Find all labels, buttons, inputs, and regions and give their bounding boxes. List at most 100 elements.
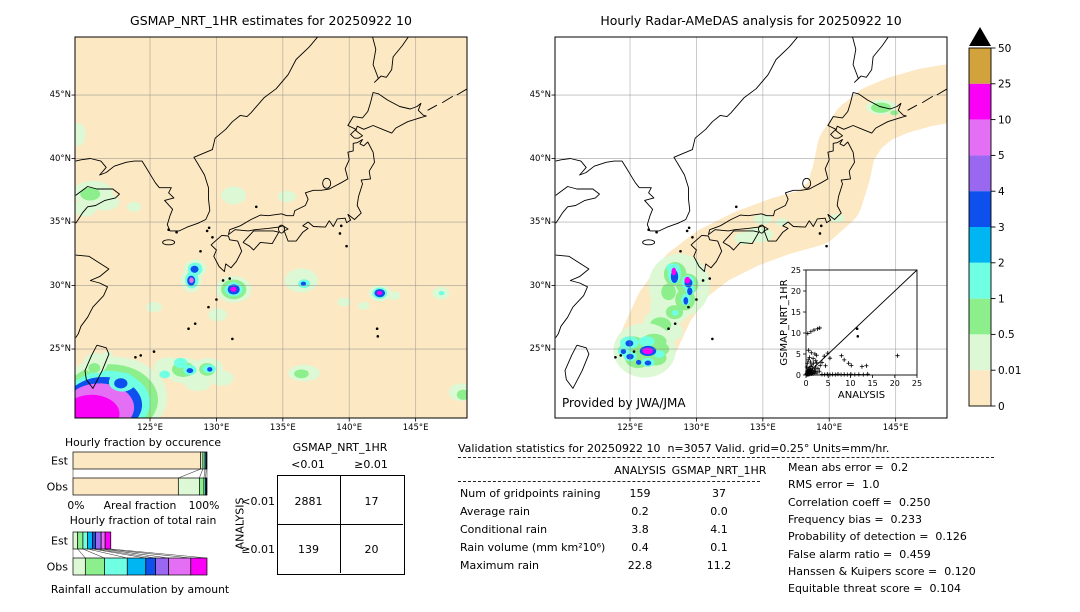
island xyxy=(701,279,705,282)
occurrence-panel: Hourly fraction by occurence Est Obs 0% Area… xyxy=(40,436,240,514)
precip-blob xyxy=(671,267,677,276)
lat-tick-label: 40°N xyxy=(49,153,71,164)
inset-y-tick-label: 10 xyxy=(791,329,801,338)
coastline xyxy=(210,234,243,273)
island xyxy=(339,224,343,228)
coastline xyxy=(75,186,120,224)
validation-row-label: Num of gridpoints raining xyxy=(460,487,601,500)
contingency-cell: 2881 xyxy=(294,495,323,508)
scatter-point xyxy=(814,353,819,358)
validation-row-label: Average rain xyxy=(460,505,530,518)
scatter-point xyxy=(864,363,869,368)
precip-blob xyxy=(146,302,162,313)
bar-segment xyxy=(72,477,179,496)
colorbar-segment xyxy=(969,370,991,406)
validation-gsmap-value: 0.0 xyxy=(710,505,728,518)
precip-blob xyxy=(75,394,120,418)
bar-segment xyxy=(72,531,79,550)
bar-segment xyxy=(155,557,170,576)
bar-segment xyxy=(126,557,147,576)
lat-tick-label: 25°N xyxy=(529,344,551,355)
bar-segment xyxy=(190,557,208,576)
island xyxy=(818,232,822,235)
coastline xyxy=(564,344,590,389)
colorbar-segment xyxy=(969,155,991,192)
dashed-divider xyxy=(458,481,760,482)
island xyxy=(673,322,677,325)
coastline xyxy=(75,254,110,338)
scatter-point xyxy=(859,364,865,369)
coastline xyxy=(690,234,723,273)
precip-blob xyxy=(620,349,627,355)
island xyxy=(691,235,694,239)
precip-blob xyxy=(190,265,199,273)
scatter-point xyxy=(815,370,820,375)
island xyxy=(855,327,859,331)
scatter-point xyxy=(811,356,816,361)
bar-segment xyxy=(206,477,208,496)
island xyxy=(187,327,190,331)
island xyxy=(647,228,650,231)
colorbar-segment xyxy=(969,191,991,227)
dashed-divider xyxy=(458,457,994,458)
precip-blob xyxy=(126,201,142,212)
scatter-point xyxy=(813,364,818,370)
axis-label: Areal fraction xyxy=(104,499,177,512)
right-map-title: Hourly Radar-AMeDAS analysis for 2025092… xyxy=(600,13,902,28)
score-row: RMS error = 1.0 xyxy=(788,478,880,492)
connector-line xyxy=(199,468,204,479)
precip-blob xyxy=(207,367,213,372)
island xyxy=(139,354,143,357)
colorbar-tick-label: 10 xyxy=(998,114,1011,126)
colorbar-overflow-triangle xyxy=(969,27,991,46)
coastline xyxy=(555,186,600,224)
island xyxy=(205,229,209,233)
scatter-point xyxy=(809,368,814,373)
lon-tick-label: 135°E xyxy=(749,423,776,433)
contingency-row-header: ≥0.01 xyxy=(241,543,275,556)
scatter-point xyxy=(815,326,820,331)
bar-segment xyxy=(145,557,156,576)
precip-blob xyxy=(294,369,309,379)
scatter-point xyxy=(849,363,854,368)
colorbar-tick-label: 50 xyxy=(998,43,1011,55)
island xyxy=(734,205,738,209)
bar-row-label: Est xyxy=(51,455,69,468)
scatter-point xyxy=(822,354,827,359)
island xyxy=(708,277,712,280)
connector-line xyxy=(105,548,191,559)
scatter-point xyxy=(808,359,813,365)
precip-blob xyxy=(221,186,247,205)
lat-tick-label: 40°N xyxy=(529,153,551,164)
score-row: Frequency bias = 0.233 xyxy=(788,512,923,526)
colorbar-tick-label: 0.5 xyxy=(998,329,1015,341)
scatter-point xyxy=(856,372,861,377)
precip-blob xyxy=(209,370,234,386)
scatter-point xyxy=(815,366,821,371)
precip-blob xyxy=(890,110,899,116)
scatter-point xyxy=(804,364,809,370)
validation-gsmap-value: 11.2 xyxy=(706,559,732,572)
left-map-title: GSMAP_NRT_1HR estimates for 20250922 10 xyxy=(130,13,412,28)
bar-row-label: Est xyxy=(51,535,69,548)
island xyxy=(687,305,690,309)
island xyxy=(687,226,691,230)
precip-blob xyxy=(184,375,212,391)
island xyxy=(221,279,225,282)
coastline xyxy=(347,92,427,139)
map-credit-label: Provided by JWA/JMA xyxy=(562,396,686,410)
precip-blob xyxy=(230,286,237,292)
panel-occ-svg: Hourly fraction by occurence Est Obs 0% Area… xyxy=(47,436,222,512)
precip-blob xyxy=(114,378,128,389)
scatter-point xyxy=(806,357,811,362)
island xyxy=(193,322,197,325)
lat-tick-label: 35°N xyxy=(529,217,551,228)
island xyxy=(685,229,689,233)
bar-segment xyxy=(168,557,192,576)
island xyxy=(819,224,823,228)
validation-row-label: Conditional rain xyxy=(460,523,548,536)
bar-segment xyxy=(77,531,84,550)
precip-blob xyxy=(159,370,170,379)
inset-y-tick-label: 5 xyxy=(796,350,801,359)
lon-tick-label: 125°E xyxy=(617,423,643,433)
